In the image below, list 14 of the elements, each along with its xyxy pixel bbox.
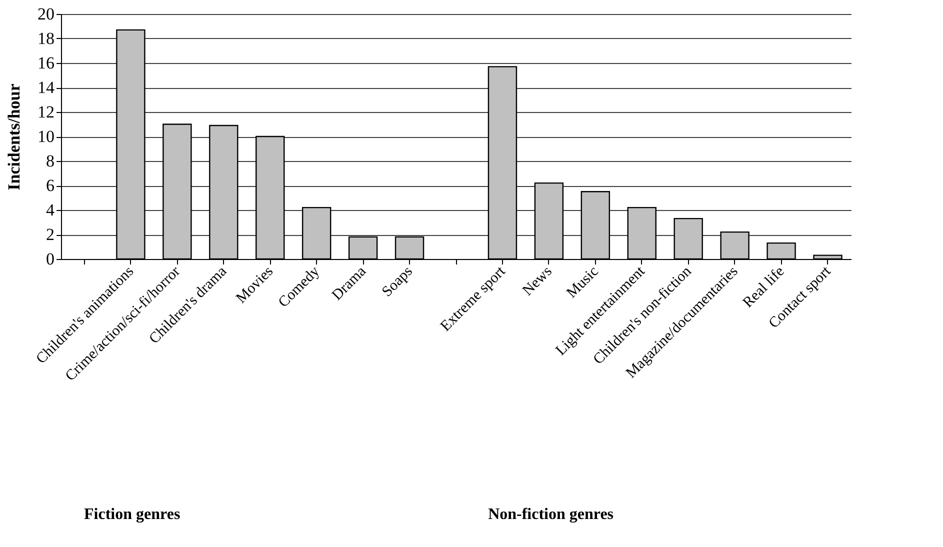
- y-tick-label: 12: [38, 102, 54, 122]
- y-tick-label: 0: [46, 250, 54, 268]
- y-tick-label: 18: [38, 29, 54, 48]
- y-tick-label: 8: [46, 152, 54, 170]
- y-tick-label: 2: [46, 225, 54, 244]
- y-tick-label: 6: [46, 176, 54, 195]
- text: Fiction genres: [84, 506, 180, 523]
- y-tick-label: 4: [46, 200, 55, 220]
- y-axis-title: Incidents/hour: [4, 83, 24, 190]
- y-tick-label: 10: [38, 127, 54, 146]
- text: Non-fiction genres: [488, 506, 614, 523]
- y-tick-label: 14: [38, 78, 55, 97]
- y-tick-label: 16: [38, 54, 54, 72]
- y-tick-label: 20: [38, 4, 54, 24]
